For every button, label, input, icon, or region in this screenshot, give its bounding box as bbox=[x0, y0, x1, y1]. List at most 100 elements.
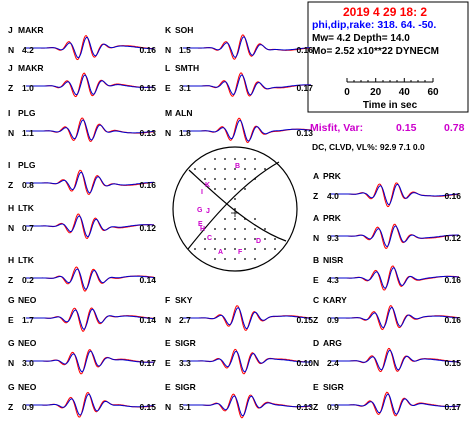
beachball-station-letter: E bbox=[198, 221, 203, 228]
trace-channel: Z bbox=[8, 180, 13, 190]
trace-channel: Z bbox=[8, 402, 13, 412]
misfit-value: 0.15 bbox=[396, 122, 417, 134]
trace-comp-code: L bbox=[165, 63, 170, 73]
trace-station: PRK bbox=[323, 171, 342, 181]
trace-channel: N bbox=[165, 45, 171, 55]
trace-panel: K SOH N 1.5 0.16 bbox=[165, 25, 313, 60]
synthetic-waveform bbox=[331, 225, 459, 248]
misfit-label: Misfit, Var: bbox=[310, 122, 363, 134]
trace-max: 0.14 bbox=[139, 315, 156, 325]
polarity-dot bbox=[244, 168, 246, 170]
polarity-dot bbox=[224, 158, 226, 160]
polarity-dot bbox=[194, 168, 196, 170]
trace-panel: D ARG N 2.4 0.15 bbox=[313, 338, 461, 373]
observed-waveform bbox=[331, 182, 460, 208]
polarity-dot bbox=[254, 168, 256, 170]
polarity-dot bbox=[244, 158, 246, 160]
trace-panel: I PLG N 1.1 0.13 bbox=[8, 108, 156, 142]
trace-max: 0.17 bbox=[296, 83, 313, 93]
synthetic-waveform bbox=[26, 350, 155, 373]
trace-scale: 3.3 bbox=[179, 358, 191, 368]
synthetic-waveform bbox=[331, 393, 459, 415]
polarity-dot bbox=[244, 228, 246, 230]
trace-panel: E SIGR Z 0.9 0.17 bbox=[313, 382, 461, 417]
trace-panel: H LTK Z 0.2 0.14 bbox=[8, 255, 156, 292]
trace-panel: F SKY N 2.7 0.15 bbox=[165, 295, 313, 331]
polarity-dot bbox=[204, 178, 206, 180]
trace-comp-code: G bbox=[8, 295, 15, 305]
trace-scale: 3.0 bbox=[22, 358, 34, 368]
vl-line: DC, CLVD, VL%: 92.9 7.1 0.0 bbox=[312, 142, 425, 152]
trace-comp-code: H bbox=[8, 203, 14, 213]
polarity-dot bbox=[234, 218, 236, 220]
polarity-dot bbox=[274, 248, 276, 250]
scale-tick-20: 20 bbox=[370, 87, 382, 98]
polarity-dot bbox=[234, 258, 236, 260]
trace-scale: 0.9 bbox=[327, 402, 339, 412]
trace-station: NISR bbox=[323, 255, 343, 265]
trace-scale: 1.0 bbox=[22, 83, 34, 93]
polarity-dot bbox=[254, 228, 256, 230]
polarity-dot bbox=[244, 238, 246, 240]
polarity-dot bbox=[234, 238, 236, 240]
trace-panel: G NEO Z 0.9 0.15 bbox=[8, 382, 156, 418]
synthetic-waveform bbox=[331, 183, 459, 206]
beachball-station-letter: C bbox=[207, 235, 212, 242]
trace-max: 0.16 bbox=[139, 180, 156, 190]
trace-comp-code: A bbox=[313, 213, 319, 223]
trace-channel: N bbox=[313, 358, 319, 368]
header-mw: Mw= 4.2 Depth= 14.0 bbox=[312, 33, 410, 44]
trace-station: SMTH bbox=[175, 63, 199, 73]
trace-comp-code: M bbox=[165, 108, 172, 118]
trace-scale: 9.3 bbox=[327, 233, 339, 243]
trace-max: 0.15 bbox=[139, 402, 156, 412]
trace-scale: 3.1 bbox=[179, 83, 191, 93]
trace-channel: E bbox=[165, 83, 171, 93]
synthetic-waveform bbox=[26, 74, 155, 96]
trace-comp-code: I bbox=[8, 160, 10, 170]
synthetic-waveform bbox=[26, 171, 155, 194]
polarity-dot bbox=[254, 258, 256, 260]
trace-channel: E bbox=[165, 358, 171, 368]
scale-tick-40: 40 bbox=[399, 87, 411, 98]
trace-channel: N bbox=[165, 128, 171, 138]
beachball-station-letter: H bbox=[200, 226, 205, 233]
synthetic-waveform bbox=[183, 74, 312, 96]
trace-station: PRK bbox=[323, 213, 342, 223]
beachball-station-letter: F bbox=[238, 249, 243, 256]
header-mo: Mo= 2.52 x10**22 DYNECM bbox=[312, 46, 439, 57]
trace-channel: N bbox=[8, 223, 14, 233]
header-date: 2019 4 29 18: 2 bbox=[343, 5, 427, 19]
beachball-station-letter: B bbox=[235, 163, 240, 170]
trace-max: 0.14 bbox=[139, 275, 156, 285]
trace-station: NEO bbox=[18, 295, 37, 305]
polarity-dot bbox=[254, 248, 256, 250]
trace-max: 0.12 bbox=[444, 233, 461, 243]
trace-max: 0.16 bbox=[139, 45, 156, 55]
var-value: 0.78 bbox=[444, 122, 465, 134]
trace-scale: 4.0 bbox=[327, 191, 339, 201]
polarity-dot bbox=[234, 188, 236, 190]
trace-max: 0.16 bbox=[296, 45, 313, 55]
nodal-plane-2 bbox=[188, 169, 287, 242]
trace-max: 0.13 bbox=[296, 402, 313, 412]
trace-comp-code: E bbox=[165, 338, 171, 348]
trace-comp-code: K bbox=[165, 25, 172, 35]
trace-scale: 0.8 bbox=[22, 180, 34, 190]
trace-comp-code: D bbox=[313, 338, 319, 348]
polarity-dot bbox=[244, 218, 246, 220]
trace-station: KARY bbox=[323, 295, 347, 305]
synthetic-waveform bbox=[183, 36, 311, 58]
trace-max: 0.16 bbox=[444, 275, 461, 285]
polarity-dot bbox=[194, 248, 196, 250]
beachball-station-letter: G bbox=[197, 207, 203, 214]
trace-panel: H LTK N 0.7 0.12 bbox=[8, 203, 156, 239]
trace-comp-code: I bbox=[8, 108, 10, 118]
trace-scale: 4.3 bbox=[327, 275, 339, 285]
trace-channel: E bbox=[313, 275, 319, 285]
trace-comp-code: J bbox=[8, 25, 13, 35]
trace-comp-code: C bbox=[313, 295, 319, 305]
header-box bbox=[307, 1, 469, 113]
